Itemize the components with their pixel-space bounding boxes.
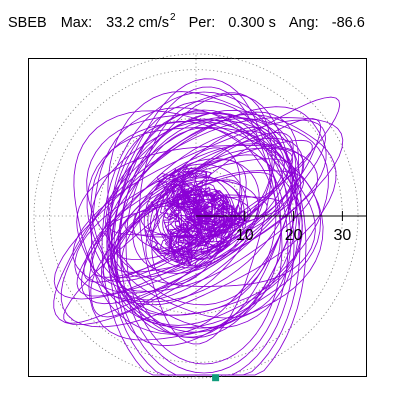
trace-segment-12 [116,116,329,347]
trace-segment-26 [83,139,313,283]
trace-segment-9 [107,91,292,334]
trace-segment-30 [89,130,285,278]
trace-segment-37 [107,100,301,376]
plot-frame [28,58,367,377]
trace-segment-32 [118,111,300,338]
trace-segment-49 [171,167,245,237]
trace-segment-15 [100,126,276,306]
trace-segment-60 [109,196,283,236]
trace-segment-20 [90,96,341,318]
max-value: 33.2 [106,15,135,31]
trace-segment-0 [102,170,304,282]
trace-segment-67 [132,179,260,253]
peak-marker-square [212,374,220,382]
trace-segment-54 [132,158,260,274]
trace-segment-8 [76,144,319,292]
trace-segment-38 [101,91,307,376]
axes [196,211,366,221]
tick-label-20: 20 [285,227,303,244]
period-value: 0.300 s [228,15,276,31]
trace-segment-11 [53,106,327,300]
trace-segment-27 [111,111,303,316]
radial-tick-labels: 10 20 30 [236,227,351,244]
trace-segment-51 [144,196,213,262]
trace-segment-31 [76,143,305,297]
trace-segment-22 [88,93,298,341]
trace-segment-35 [119,118,289,374]
trace-segment-58 [145,159,247,273]
trace-segment-36 [113,109,295,376]
angle-label: Ang: [288,15,319,31]
trace-segment-29 [139,92,273,345]
max-unit: cm/s [138,15,170,31]
max-unit-exponent: 2 [170,12,176,23]
angle-value: -86.6 [331,15,365,31]
motion-trace [53,78,344,376]
max-label: Max: [60,15,93,31]
peak-marker [212,374,220,382]
trace-segment-13 [106,121,316,287]
trace-segment-24 [105,112,292,319]
trace-segment-62 [167,194,225,238]
trace-segment-33 [91,107,324,335]
trace-segment-66 [156,172,236,260]
period-label: Per: [188,15,216,31]
trace-segment-25 [53,117,344,325]
trace-segment-18 [60,114,337,328]
tick-label-10: 10 [236,227,254,244]
trace-segment-34 [125,127,283,365]
trace-segment-64 [162,188,230,244]
chart-header: SBEB Max: 33.2 cm/s2 Per: 0.300 s Ang: -… [8,12,365,34]
trace-segment-68 [143,163,249,269]
station-code: SBEB [8,15,47,31]
tick-label-30: 30 [334,227,352,244]
